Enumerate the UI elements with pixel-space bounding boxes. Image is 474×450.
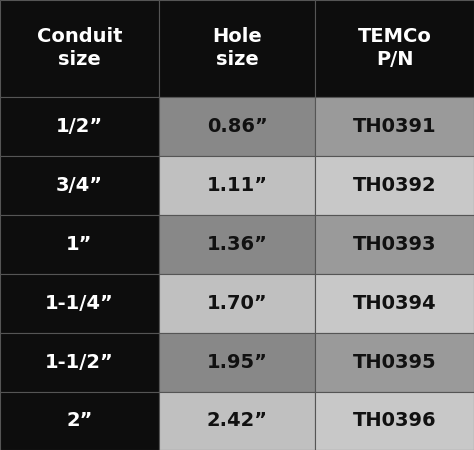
Text: 1/2”: 1/2” [56, 117, 103, 136]
Bar [315, 215, 474, 274]
Text: 0.86”: 0.86” [207, 117, 267, 136]
Bar [159, 215, 315, 274]
Bar [315, 97, 474, 156]
Bar [159, 392, 315, 450]
Bar [0, 215, 159, 274]
Text: 1-1/2”: 1-1/2” [45, 352, 114, 372]
Text: Conduit
size: Conduit size [36, 27, 122, 69]
Text: TH0395: TH0395 [353, 352, 437, 372]
Bar [0, 392, 159, 450]
Bar [159, 97, 315, 156]
Bar [315, 333, 474, 392]
Text: 1.95”: 1.95” [207, 352, 267, 372]
Text: 1.11”: 1.11” [207, 176, 267, 195]
Bar [315, 392, 474, 450]
Text: 1.70”: 1.70” [207, 293, 267, 313]
Text: 2.42”: 2.42” [207, 411, 267, 431]
Text: TEMCo
P/N: TEMCo P/N [358, 27, 431, 69]
Bar [159, 333, 315, 392]
Bar [315, 0, 474, 97]
Text: 1-1/4”: 1-1/4” [45, 293, 114, 313]
Text: 1.36”: 1.36” [207, 234, 267, 254]
Text: TH0394: TH0394 [353, 293, 437, 313]
Bar [0, 156, 159, 215]
Text: 2”: 2” [66, 411, 92, 431]
Bar [315, 274, 474, 333]
Text: TH0396: TH0396 [353, 411, 437, 431]
Text: 1”: 1” [66, 234, 92, 254]
Bar [159, 274, 315, 333]
Text: Hole
size: Hole size [212, 27, 262, 69]
Bar [159, 156, 315, 215]
Bar [315, 156, 474, 215]
Bar [0, 97, 159, 156]
Bar [0, 274, 159, 333]
Bar [0, 333, 159, 392]
Text: TH0392: TH0392 [353, 176, 437, 195]
Bar [159, 0, 315, 97]
Text: TH0391: TH0391 [353, 117, 437, 136]
Text: TH0393: TH0393 [353, 234, 437, 254]
Bar [0, 0, 159, 97]
Text: 3/4”: 3/4” [56, 176, 103, 195]
